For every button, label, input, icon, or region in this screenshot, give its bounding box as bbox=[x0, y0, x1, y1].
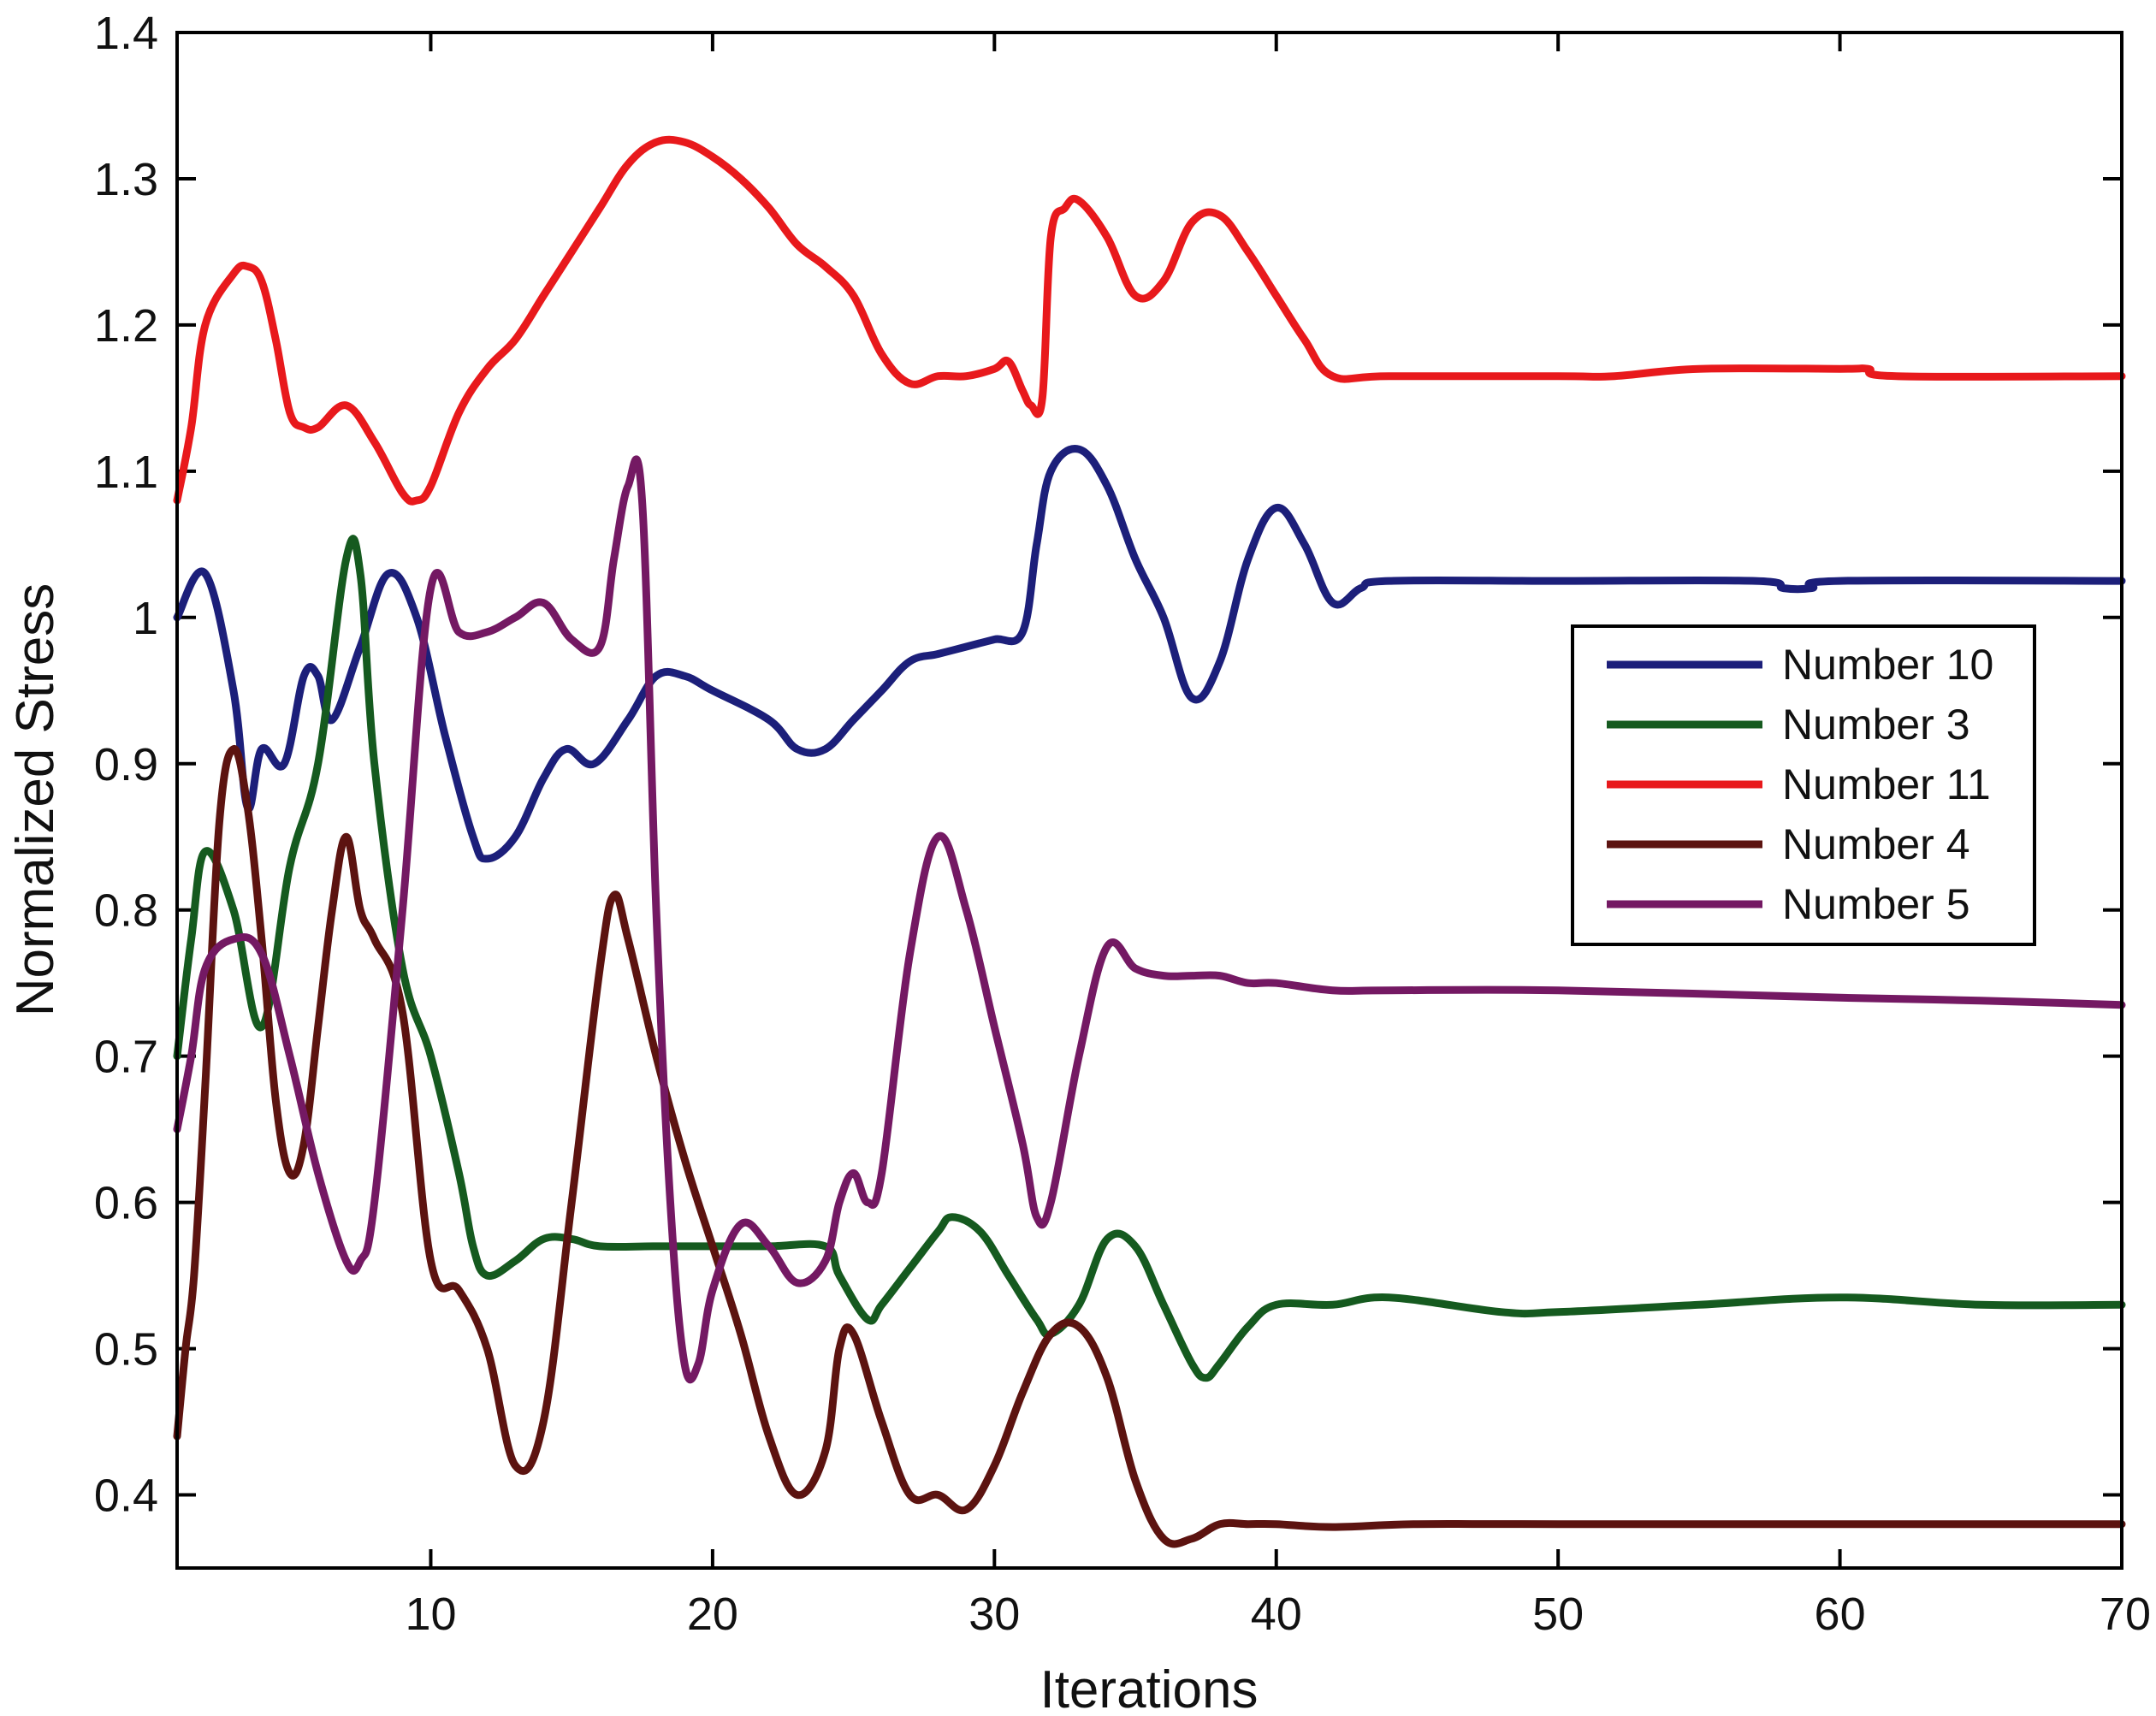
x-tick-label: 50 bbox=[1532, 1589, 1584, 1640]
y-tick-label: 1.2 bbox=[94, 300, 158, 352]
y-tick-label: 0.5 bbox=[94, 1324, 158, 1376]
series-lines bbox=[173, 135, 2126, 1548]
y-axis-title: Normalized Stress bbox=[6, 583, 65, 1016]
x-tick-label: 40 bbox=[1251, 1589, 1302, 1640]
y-tick-label: 0.6 bbox=[94, 1178, 158, 1229]
legend-box bbox=[1571, 624, 2036, 946]
series-line-number-4 bbox=[173, 745, 2126, 1548]
x-tick-label: 60 bbox=[1815, 1589, 1866, 1640]
y-tick-label: 1.1 bbox=[94, 447, 158, 498]
x-tick-label: 30 bbox=[968, 1589, 1020, 1640]
y-tick-label: 0.8 bbox=[94, 885, 158, 937]
y-tick-label: 1.4 bbox=[94, 8, 158, 59]
series-line-number-11 bbox=[173, 135, 2126, 506]
legend-label-number-11: Number 11 bbox=[1782, 760, 1991, 808]
x-axis-ticks: 10 20 30 40 50 60 70 bbox=[405, 33, 2151, 1640]
y-tick-label: 0.4 bbox=[94, 1470, 158, 1522]
y-tick-label: 0.7 bbox=[94, 1032, 158, 1083]
x-axis-title: Iterations bbox=[1040, 1660, 1258, 1716]
series-line-number-5 bbox=[173, 455, 2126, 1384]
y-tick-label: 1.3 bbox=[94, 154, 158, 205]
y-tick-label: 0.9 bbox=[94, 739, 158, 790]
legend-label-number-5: Number 5 bbox=[1782, 880, 1970, 928]
plot-area-frame bbox=[175, 31, 2123, 1570]
y-tick-label: 1 bbox=[133, 593, 158, 644]
legend: Number 10 Number 3 Number 11 Number 4 Number… bbox=[1571, 624, 2036, 946]
x-tick-label: 10 bbox=[405, 1589, 456, 1640]
legend-label-number-3: Number 3 bbox=[1782, 701, 1970, 749]
legend-label-number-10: Number 10 bbox=[1782, 641, 1993, 689]
series-line-number-10 bbox=[173, 445, 2126, 863]
x-tick-label: 20 bbox=[687, 1589, 738, 1640]
legend-label-number-4: Number 4 bbox=[1782, 820, 1970, 868]
x-tick-label: 70 bbox=[2100, 1589, 2151, 1640]
y-axis-ticks: 0.4 0.5 0.6 0.7 0.8 0.9 1 1.1 1.2 1.3 1.4 bbox=[94, 8, 2122, 1522]
series-line-number-3 bbox=[173, 535, 2126, 1382]
